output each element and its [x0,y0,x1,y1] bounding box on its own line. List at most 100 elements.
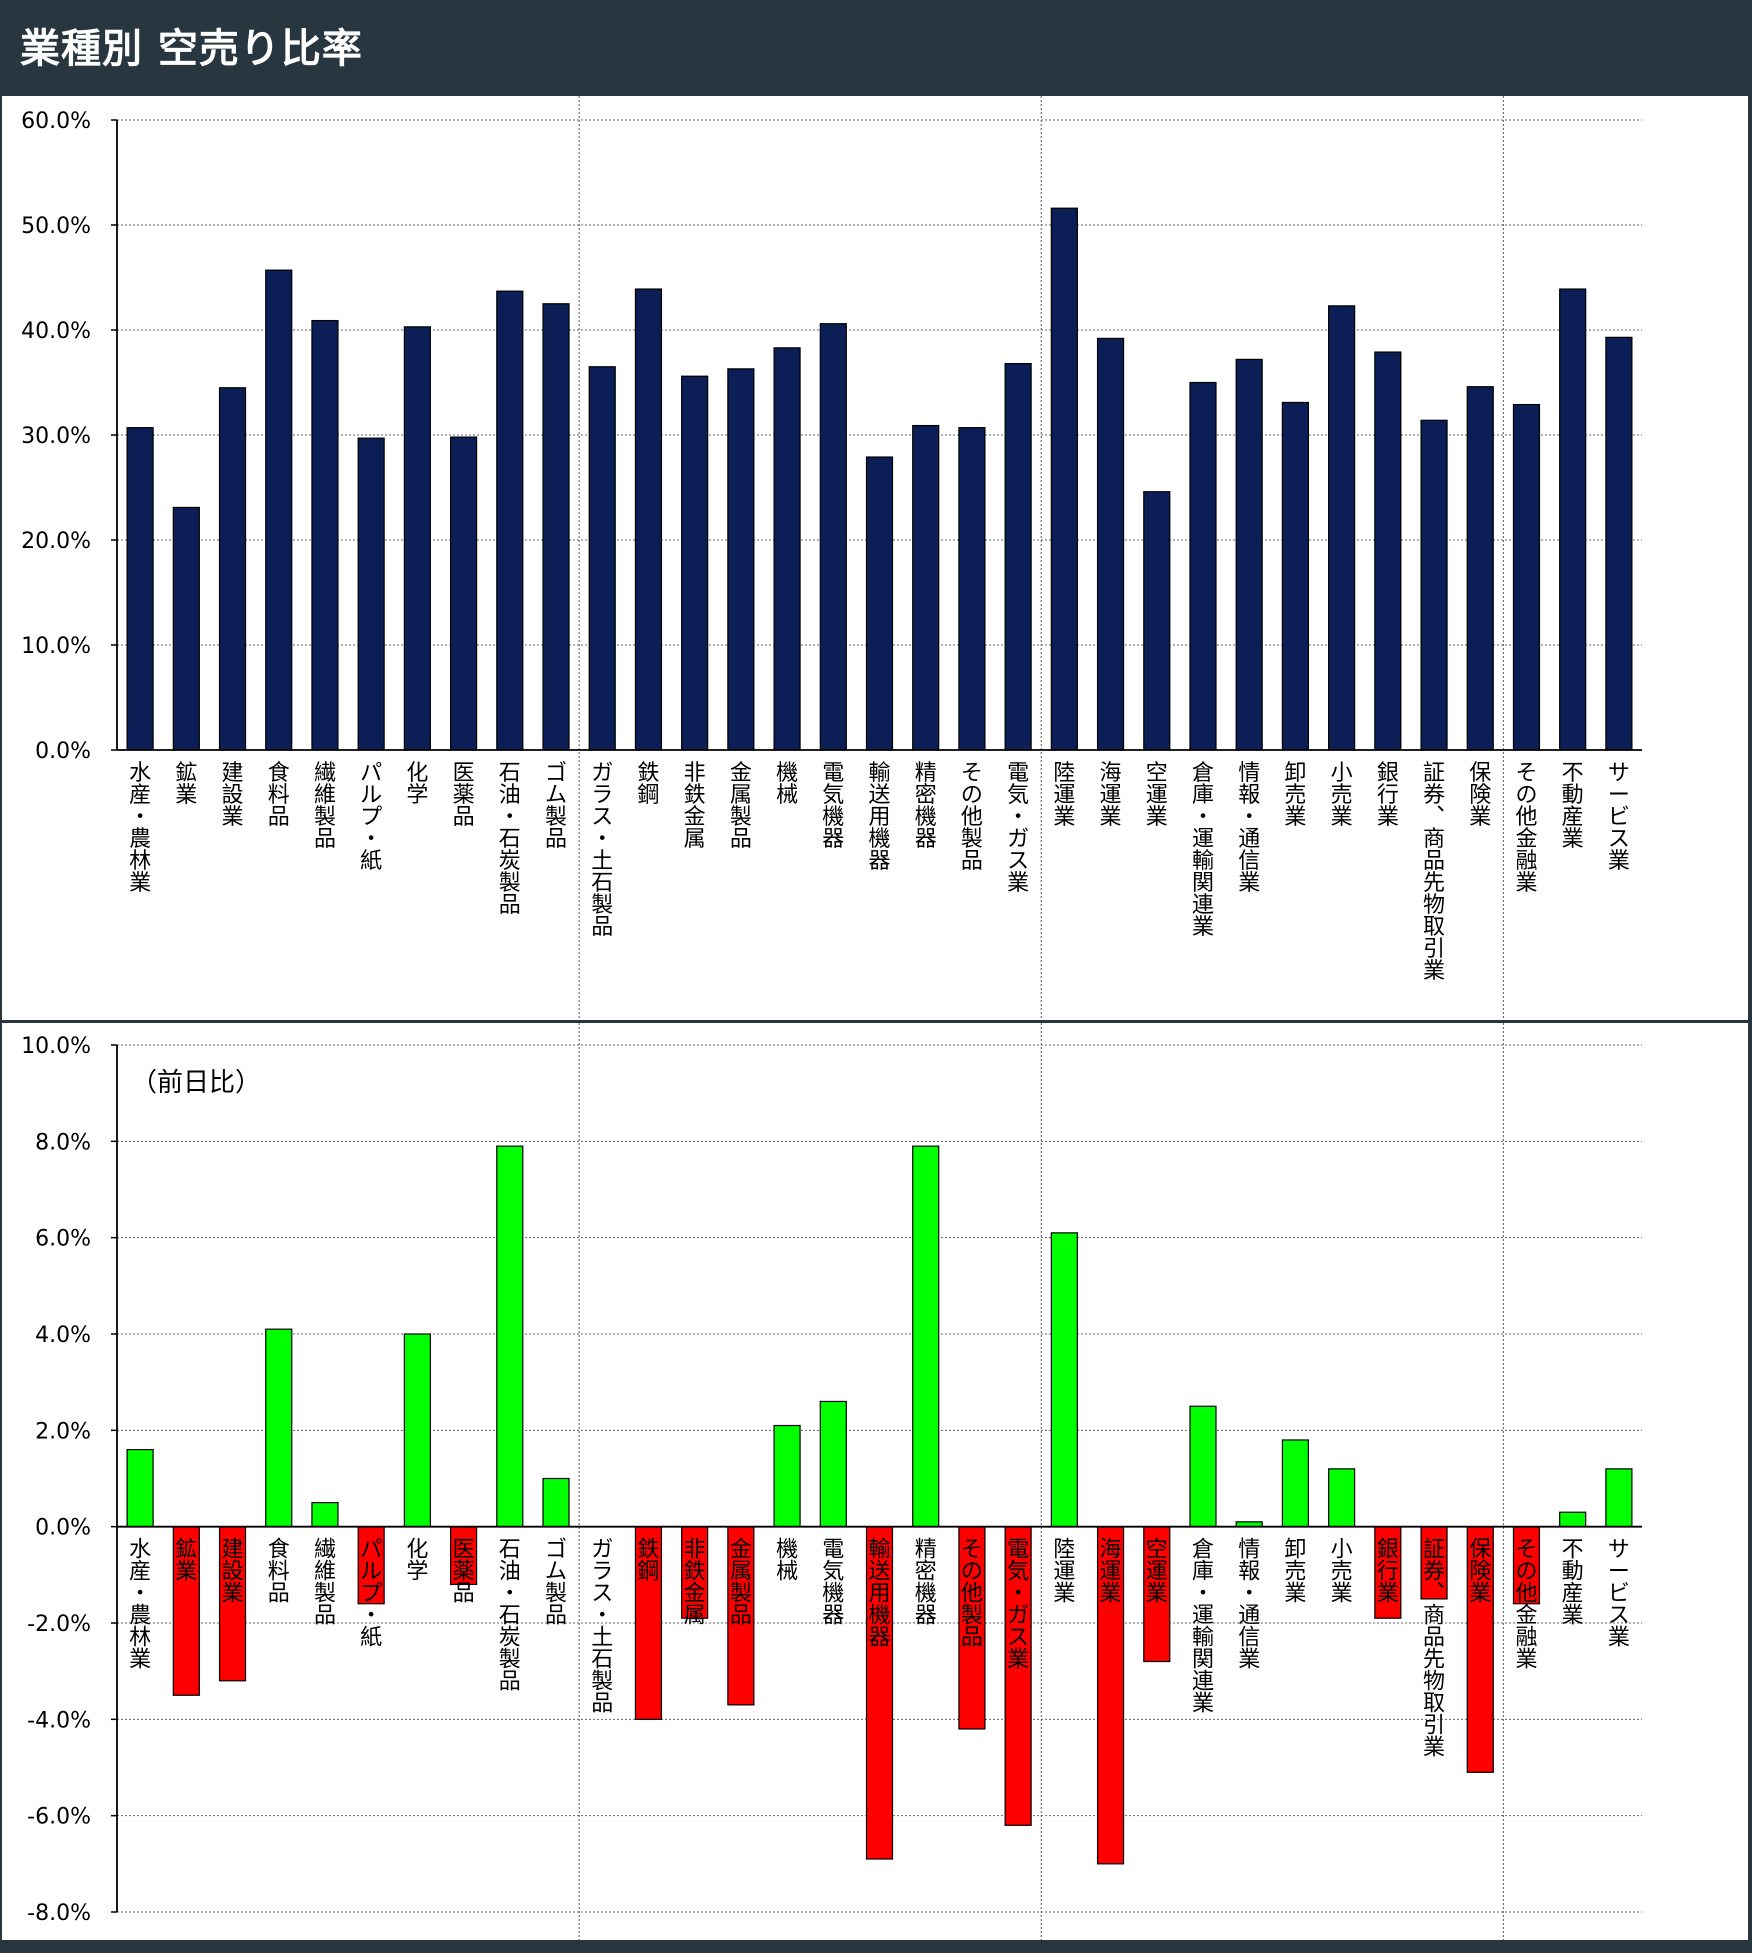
category-label-char: ・ [360,1604,382,1629]
category-label-char: 小 [1331,1538,1353,1563]
category-label-char: 精 [915,1538,937,1563]
category-label-char: 業 [1146,805,1168,830]
category-label-char: 製 [961,827,983,852]
category-label-char: 行 [1377,1560,1399,1585]
category-label-char: 信 [1238,1626,1260,1651]
bar [727,1526,755,1706]
category-label-char: 証 [1423,761,1445,786]
category-label-char: 業 [1608,1626,1630,1651]
category-label: 陸運業 [1053,761,1075,830]
category-label-char: 品 [453,1582,475,1607]
bar [1420,419,1448,751]
category-label-char: 業 [129,1648,151,1673]
category-label-char: 設 [222,783,244,808]
bar [265,269,293,751]
category-label-char: サ [1608,1538,1630,1563]
y-tick-label: 10.0% [21,634,91,659]
category-label-char: 林 [129,1626,151,1651]
category-label-char: ・ [1238,1582,1260,1607]
category-label-char: 報 [1238,1560,1260,1585]
category-label-char: 証 [1423,1538,1445,1563]
category-label: サービス業 [1608,761,1630,874]
category-label-char: 属 [684,827,706,852]
category-label-char: 品 [545,1604,567,1629]
category-label-char: 品 [453,805,475,830]
category-label: 水産・農林業 [129,1538,151,1673]
category-label-char: 業 [1053,805,1075,830]
category-label-char: ・ [1192,1582,1214,1607]
category-label-char: ガ [591,1538,613,1563]
category-label-char: 商 [1423,827,1445,852]
category-label-char: 電 [1007,761,1029,786]
category-label-char: ル [360,783,382,808]
category-label: 石油・石炭製品 [499,761,521,918]
bar [773,1424,801,1528]
category-label-char: 品 [961,849,983,874]
category-label-char: 空 [1146,761,1168,786]
category-label-char: 学 [406,1560,428,1585]
category-label-char: 保 [1469,761,1491,786]
bar [634,1526,663,1720]
category-label: 石油・石炭製品 [499,1538,521,1695]
category-label-char: 送 [868,783,890,808]
bar [1004,363,1032,751]
category-label-char: 金 [1515,827,1537,852]
category-label-char: 銀 [1377,761,1399,786]
category-label-char: 運 [1146,1560,1168,1585]
category-label-char: 取 [1423,915,1445,940]
category-label: 非鉄金属 [684,1538,706,1629]
category-label-char: の [961,1560,983,1585]
bar [357,437,385,751]
title-bar: 業種別 空売り比率 [0,0,1752,96]
category-label: その他金融業 [1515,1538,1537,1673]
bar [1559,288,1587,751]
category-label-char: 炭 [499,849,521,874]
category-label-char: 石 [591,871,613,896]
category-label: 不動産業 [1562,761,1584,852]
category-label-char: 業 [1562,1604,1584,1629]
category-label-char: 信 [1238,849,1260,874]
category-label: 化学 [406,1538,428,1585]
category-label-char: 鉄 [684,783,706,808]
category-label-char: 業 [1100,805,1122,830]
category-label: 不動産業 [1562,1538,1584,1629]
category-label-char: 金 [1515,1604,1537,1629]
category-label: 食料品 [268,761,290,830]
category-label-char: ラ [591,1560,613,1585]
category-label-char: 運 [1100,783,1122,808]
category-label-char: 製 [499,1648,521,1673]
y-tick-label: 30.0% [21,424,91,449]
category-label-char: 他 [1515,1582,1537,1607]
category-label-char: そ [1515,761,1537,786]
category-label: 海運業 [1100,761,1122,830]
category-label-char: 業 [222,1582,244,1607]
category-label-char: 医 [453,1538,475,1563]
category-label-char: 庫 [1192,1560,1214,1585]
category-label-char: 輸 [868,761,890,786]
category-label: 電気機器 [822,761,844,852]
category-label-char: 海 [1100,761,1122,786]
bar [1281,401,1310,751]
category-label-char: 運 [1192,1604,1214,1629]
category-label-char: 料 [268,1560,290,1585]
category-label-char: ス [1007,1626,1029,1651]
category-label-char: ︑ [1423,1582,1445,1607]
category-label: 金属製品 [730,1538,752,1629]
category-label-char: 卸 [1284,1538,1306,1563]
category-label-char: 器 [822,1604,844,1629]
category-label: 建設業 [222,761,244,830]
category-label: その他製品 [961,761,983,874]
category-label-char: 製 [499,871,521,896]
category-label-char: の [961,783,983,808]
category-label-char: 物 [1423,1670,1445,1695]
y-tick-label: -2.0% [27,1612,91,1637]
bar [588,366,616,751]
category-label: 非鉄金属 [684,761,706,852]
category-label-char: ー [1608,1560,1630,1585]
category-label-char: 農 [129,1604,151,1629]
category-label-char: 険 [1469,783,1491,808]
category-label-char: 非 [684,1538,706,1563]
category-label-char: 動 [1562,783,1584,808]
category-label: 情報・通信業 [1238,761,1260,896]
category-label-char: 運 [1146,783,1168,808]
